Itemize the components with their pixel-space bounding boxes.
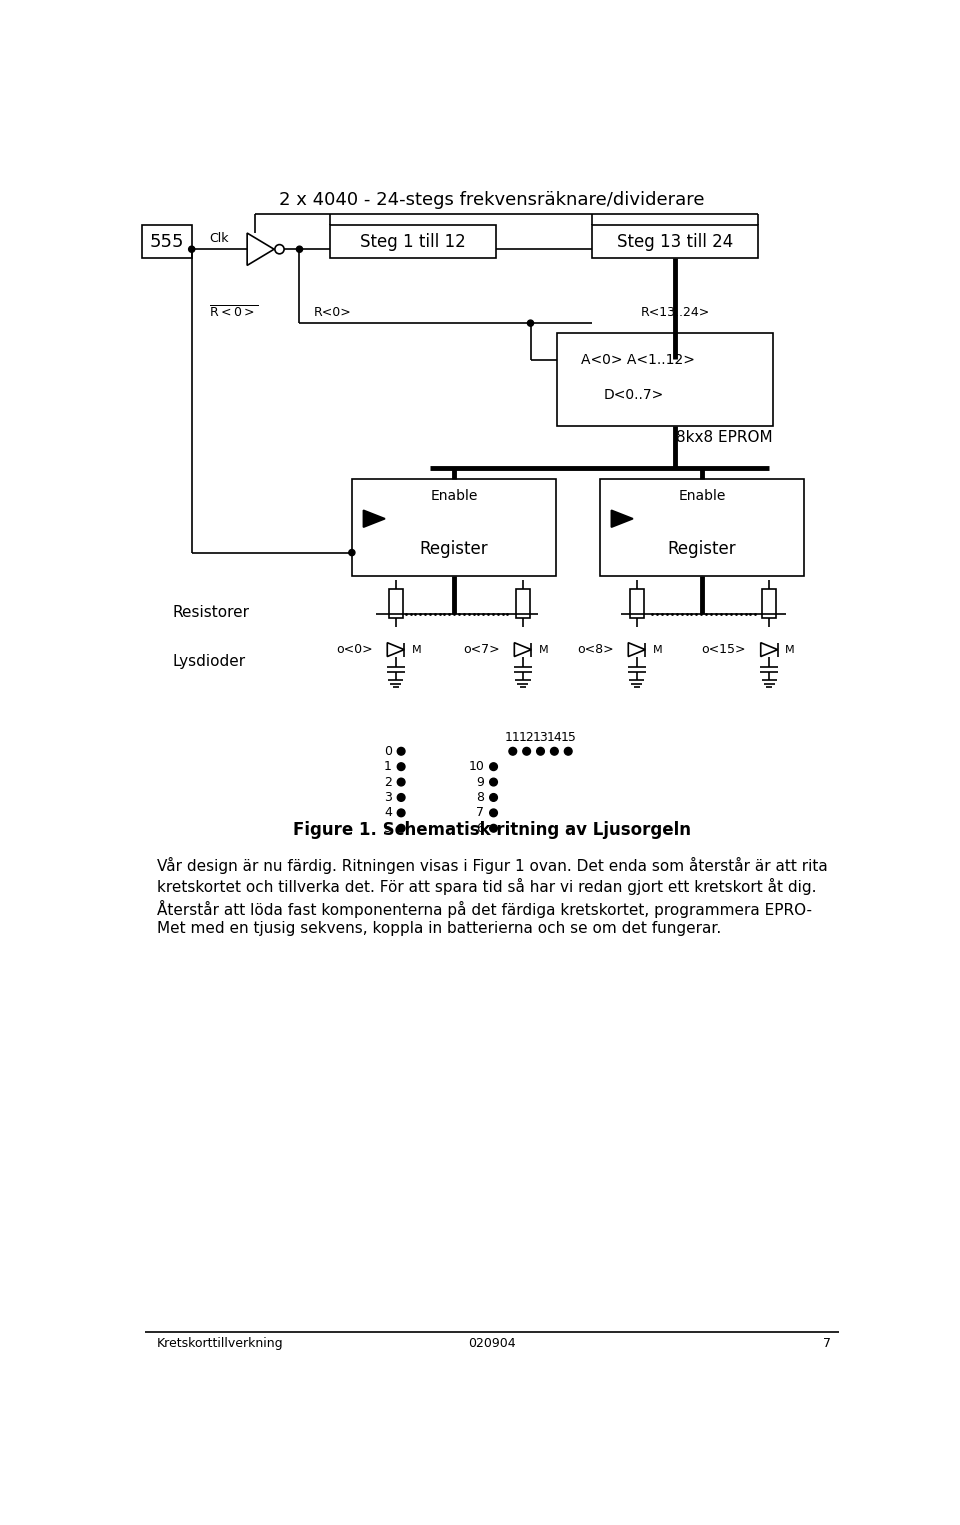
Circle shape: [397, 778, 405, 785]
Text: 9: 9: [476, 776, 484, 788]
Bar: [389, 589, 402, 618]
Text: 5: 5: [384, 822, 392, 834]
Text: 8: 8: [476, 791, 484, 804]
Text: Kretskorttillverkning: Kretskorttillverkning: [157, 1337, 283, 1350]
Polygon shape: [760, 642, 778, 657]
Bar: [142, 226, 192, 258]
Text: Met med en tjusig sekvens, koppla in batterierna och se om det fungerar.: Met med en tjusig sekvens, koppla in bat…: [157, 921, 721, 936]
Polygon shape: [387, 642, 404, 657]
Bar: [516, 589, 530, 618]
Text: 1: 1: [384, 759, 392, 773]
Text: M: M: [785, 645, 795, 654]
Text: M: M: [653, 645, 662, 654]
Text: Vår design är nu färdig. Ritningen visas i Figur 1 ovan. Det enda som återstår ä: Vår design är nu färdig. Ritningen visas…: [157, 857, 828, 874]
Circle shape: [490, 762, 497, 770]
Circle shape: [490, 778, 497, 785]
Bar: [762, 589, 776, 618]
Polygon shape: [515, 642, 531, 657]
Text: Lysdioder: Lysdioder: [173, 654, 246, 669]
Circle shape: [550, 747, 558, 755]
Text: 13: 13: [533, 730, 548, 744]
Text: Resistorer: Resistorer: [173, 605, 250, 621]
Polygon shape: [364, 511, 385, 528]
Text: 10: 10: [468, 759, 484, 773]
Text: M: M: [412, 645, 421, 654]
Circle shape: [523, 747, 531, 755]
Text: Enable: Enable: [678, 490, 726, 503]
Text: kretskortet och tillverka det. För att spara tid så har vi redan gjort ett krets: kretskortet och tillverka det. För att s…: [157, 878, 817, 895]
Circle shape: [397, 808, 405, 817]
Text: 0: 0: [384, 744, 392, 758]
Polygon shape: [628, 642, 645, 657]
Text: 14: 14: [546, 730, 563, 744]
Bar: [600, 479, 804, 576]
Text: Steg 1 till 12: Steg 1 till 12: [360, 232, 466, 250]
Circle shape: [564, 747, 572, 755]
Text: Enable: Enable: [430, 490, 477, 503]
Text: Steg 13 till 24: Steg 13 till 24: [616, 232, 733, 250]
Text: 555: 555: [150, 232, 184, 250]
Circle shape: [397, 747, 405, 755]
Circle shape: [490, 793, 497, 801]
Text: $\overline{\mathrm{R{<}0{>}}}$: $\overline{\mathrm{R{<}0{>}}}$: [209, 305, 258, 320]
Text: Register: Register: [420, 540, 489, 558]
Bar: [592, 226, 757, 258]
Circle shape: [397, 825, 405, 833]
Circle shape: [527, 320, 534, 326]
Circle shape: [397, 762, 405, 770]
Text: M: M: [539, 645, 548, 654]
Text: 7: 7: [476, 807, 484, 819]
Text: 2: 2: [384, 776, 392, 788]
Text: 15: 15: [561, 730, 576, 744]
Circle shape: [397, 793, 405, 801]
Text: R<0>: R<0>: [313, 307, 351, 319]
Text: Register: Register: [667, 540, 736, 558]
Text: 12: 12: [518, 730, 535, 744]
Bar: [558, 332, 773, 425]
Text: Återstår att löda fast komponenterna på det färdiga kretskortet, programmera EPR: Återstår att löda fast komponenterna på …: [157, 900, 812, 918]
Polygon shape: [247, 233, 275, 265]
Text: 6: 6: [476, 822, 484, 834]
Text: 8kx8 EPROM: 8kx8 EPROM: [677, 430, 773, 445]
Circle shape: [490, 808, 497, 817]
Bar: [352, 479, 556, 576]
Text: 11: 11: [505, 730, 520, 744]
Text: R<13..24>: R<13..24>: [640, 307, 709, 319]
Text: 2 x 4040 - 24-stegs frekvensräknare/dividerare: 2 x 4040 - 24-stegs frekvensräknare/divi…: [279, 191, 705, 209]
Circle shape: [297, 246, 302, 252]
Text: o<7>: o<7>: [463, 644, 500, 656]
Polygon shape: [612, 511, 633, 528]
Circle shape: [490, 825, 497, 833]
Text: o<0>: o<0>: [336, 644, 372, 656]
Circle shape: [188, 246, 195, 252]
Bar: [630, 589, 644, 618]
Text: 7: 7: [823, 1337, 830, 1350]
Bar: [330, 226, 496, 258]
Text: Clk: Clk: [209, 232, 228, 246]
Text: o<8>: o<8>: [577, 644, 613, 656]
Text: D<0..7>: D<0..7>: [604, 387, 664, 401]
Circle shape: [509, 747, 516, 755]
Text: 3: 3: [384, 791, 392, 804]
Text: 020904: 020904: [468, 1337, 516, 1350]
Circle shape: [537, 747, 544, 755]
Text: o<15>: o<15>: [702, 644, 746, 656]
Text: Figure 1. Schematisk ritning av Ljusorgeln: Figure 1. Schematisk ritning av Ljusorge…: [293, 820, 691, 839]
Circle shape: [348, 549, 355, 555]
Text: 4: 4: [384, 807, 392, 819]
Text: A<0> A<1..12>: A<0> A<1..12>: [581, 354, 694, 368]
